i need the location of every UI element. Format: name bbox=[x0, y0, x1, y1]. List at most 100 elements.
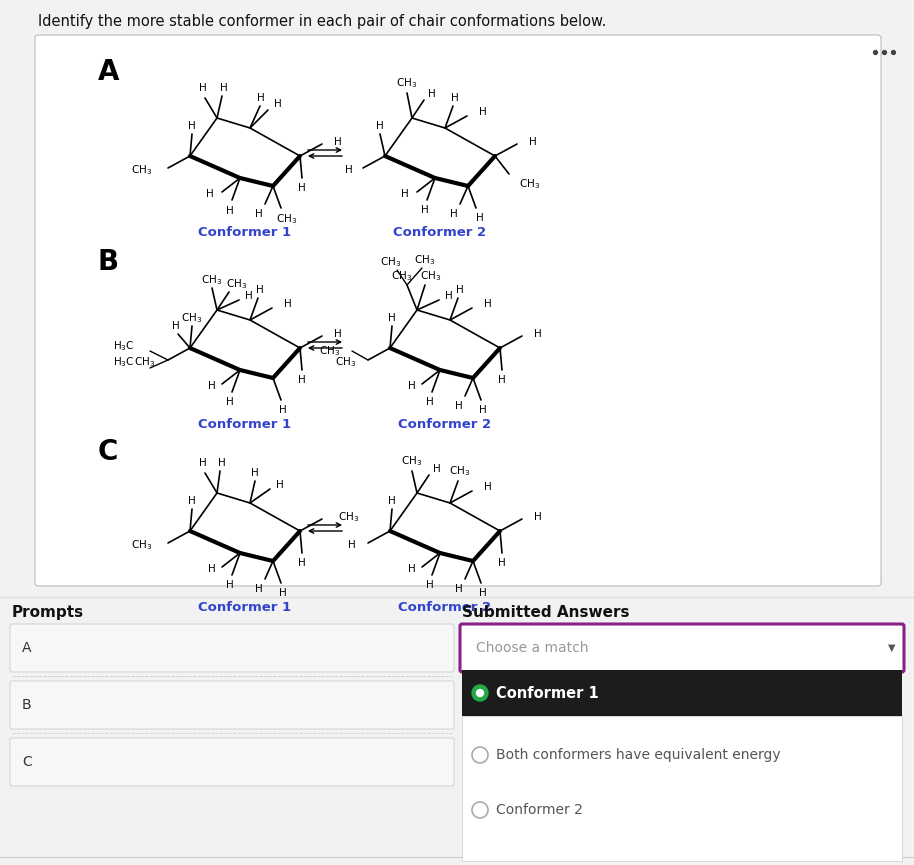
Text: Conformer 2: Conformer 2 bbox=[393, 226, 486, 239]
Text: CH$_3$: CH$_3$ bbox=[338, 510, 359, 524]
Text: H: H bbox=[455, 401, 462, 411]
Text: Choose a match: Choose a match bbox=[476, 641, 589, 655]
Text: H: H bbox=[409, 381, 416, 391]
Text: H: H bbox=[348, 540, 356, 550]
Text: Conformer 1: Conformer 1 bbox=[496, 685, 599, 701]
Text: H: H bbox=[388, 496, 396, 506]
Text: CH$_3$: CH$_3$ bbox=[335, 356, 356, 368]
Text: H: H bbox=[274, 99, 282, 109]
Text: CH$_3$: CH$_3$ bbox=[397, 76, 418, 90]
FancyBboxPatch shape bbox=[462, 716, 902, 861]
Text: Conformer 1: Conformer 1 bbox=[198, 601, 292, 614]
Text: H: H bbox=[388, 313, 396, 323]
Circle shape bbox=[472, 747, 488, 763]
FancyBboxPatch shape bbox=[10, 681, 454, 729]
Text: CH$_3$: CH$_3$ bbox=[401, 454, 422, 468]
Text: H: H bbox=[476, 213, 484, 223]
Text: H: H bbox=[199, 83, 207, 93]
Text: H: H bbox=[377, 121, 384, 131]
Text: H: H bbox=[279, 405, 287, 415]
Text: CH$_3$: CH$_3$ bbox=[420, 269, 441, 283]
Text: H$_3$C: H$_3$C bbox=[113, 339, 135, 353]
Text: H: H bbox=[220, 83, 228, 93]
Text: H: H bbox=[479, 405, 487, 415]
Text: H: H bbox=[276, 480, 284, 490]
FancyBboxPatch shape bbox=[35, 35, 881, 586]
Text: CH$_3$: CH$_3$ bbox=[276, 212, 298, 226]
Text: Conformer 1: Conformer 1 bbox=[198, 226, 292, 239]
Text: H: H bbox=[345, 165, 353, 175]
Text: H: H bbox=[409, 564, 416, 574]
Text: H: H bbox=[479, 588, 487, 598]
Text: CH$_3$: CH$_3$ bbox=[201, 273, 223, 287]
Text: CH$_3$: CH$_3$ bbox=[391, 269, 412, 283]
Text: CH$_3$: CH$_3$ bbox=[131, 163, 152, 177]
Text: C: C bbox=[98, 438, 119, 466]
FancyBboxPatch shape bbox=[10, 738, 454, 786]
Text: H: H bbox=[208, 381, 216, 391]
FancyBboxPatch shape bbox=[10, 624, 454, 672]
Text: Submitted Answers: Submitted Answers bbox=[462, 605, 630, 620]
Text: H: H bbox=[534, 329, 542, 339]
Text: Identify the more stable conformer in each pair of chair conformations below.: Identify the more stable conformer in ea… bbox=[38, 14, 606, 29]
Text: H: H bbox=[257, 93, 265, 103]
Text: Prompts: Prompts bbox=[12, 605, 84, 620]
Text: H: H bbox=[421, 205, 429, 215]
Text: H: H bbox=[498, 375, 505, 385]
Text: Conformer 1: Conformer 1 bbox=[198, 418, 292, 431]
Text: CH$_3$: CH$_3$ bbox=[380, 255, 401, 269]
Text: B: B bbox=[22, 698, 32, 712]
Text: H: H bbox=[426, 397, 434, 407]
Text: Both conformers have equivalent energy: Both conformers have equivalent energy bbox=[496, 748, 781, 762]
Text: H: H bbox=[433, 464, 441, 474]
Text: H: H bbox=[226, 206, 234, 216]
Text: CH$_3$: CH$_3$ bbox=[131, 538, 152, 552]
Text: H: H bbox=[172, 321, 180, 331]
Text: CH$_3$: CH$_3$ bbox=[450, 465, 471, 477]
Text: H: H bbox=[334, 329, 342, 339]
Text: H: H bbox=[445, 291, 452, 301]
Text: Conformer 2: Conformer 2 bbox=[399, 601, 492, 614]
Text: A: A bbox=[98, 58, 120, 86]
Text: H: H bbox=[188, 121, 196, 131]
Text: CH$_3$: CH$_3$ bbox=[519, 177, 540, 191]
Text: H: H bbox=[255, 209, 263, 219]
Text: H: H bbox=[450, 209, 458, 219]
Text: H: H bbox=[456, 285, 464, 295]
Circle shape bbox=[476, 689, 484, 696]
Text: H: H bbox=[484, 482, 492, 492]
Text: H: H bbox=[479, 107, 487, 117]
Text: ▼: ▼ bbox=[888, 643, 896, 653]
Text: B: B bbox=[98, 248, 119, 276]
Text: H: H bbox=[298, 183, 306, 193]
Text: Conformer 2: Conformer 2 bbox=[496, 803, 583, 817]
Text: H: H bbox=[529, 137, 537, 147]
Text: H: H bbox=[279, 588, 287, 598]
Text: H: H bbox=[401, 189, 409, 199]
Text: CH$_3$: CH$_3$ bbox=[133, 356, 155, 368]
Text: H: H bbox=[245, 291, 253, 301]
Text: CH$_3$: CH$_3$ bbox=[227, 277, 248, 291]
Text: H: H bbox=[255, 584, 263, 594]
Text: CH$_3$: CH$_3$ bbox=[414, 253, 436, 267]
Text: H: H bbox=[452, 93, 459, 103]
Text: CH$_3$: CH$_3$ bbox=[181, 311, 203, 325]
Text: H$_3$C: H$_3$C bbox=[113, 356, 135, 368]
Circle shape bbox=[472, 802, 488, 818]
Text: H: H bbox=[226, 397, 234, 407]
Text: H: H bbox=[208, 564, 216, 574]
Circle shape bbox=[472, 685, 488, 701]
Text: H: H bbox=[334, 137, 342, 147]
Text: C: C bbox=[22, 755, 32, 769]
Text: H: H bbox=[226, 580, 234, 590]
Text: H: H bbox=[188, 496, 196, 506]
Text: H: H bbox=[199, 458, 207, 468]
Text: H: H bbox=[428, 89, 436, 99]
Text: H: H bbox=[455, 584, 462, 594]
Text: H: H bbox=[207, 189, 214, 199]
Text: H: H bbox=[534, 512, 542, 522]
Text: CH$_3$: CH$_3$ bbox=[319, 344, 340, 358]
Text: H: H bbox=[498, 558, 505, 568]
Text: H: H bbox=[426, 580, 434, 590]
FancyBboxPatch shape bbox=[460, 624, 904, 672]
